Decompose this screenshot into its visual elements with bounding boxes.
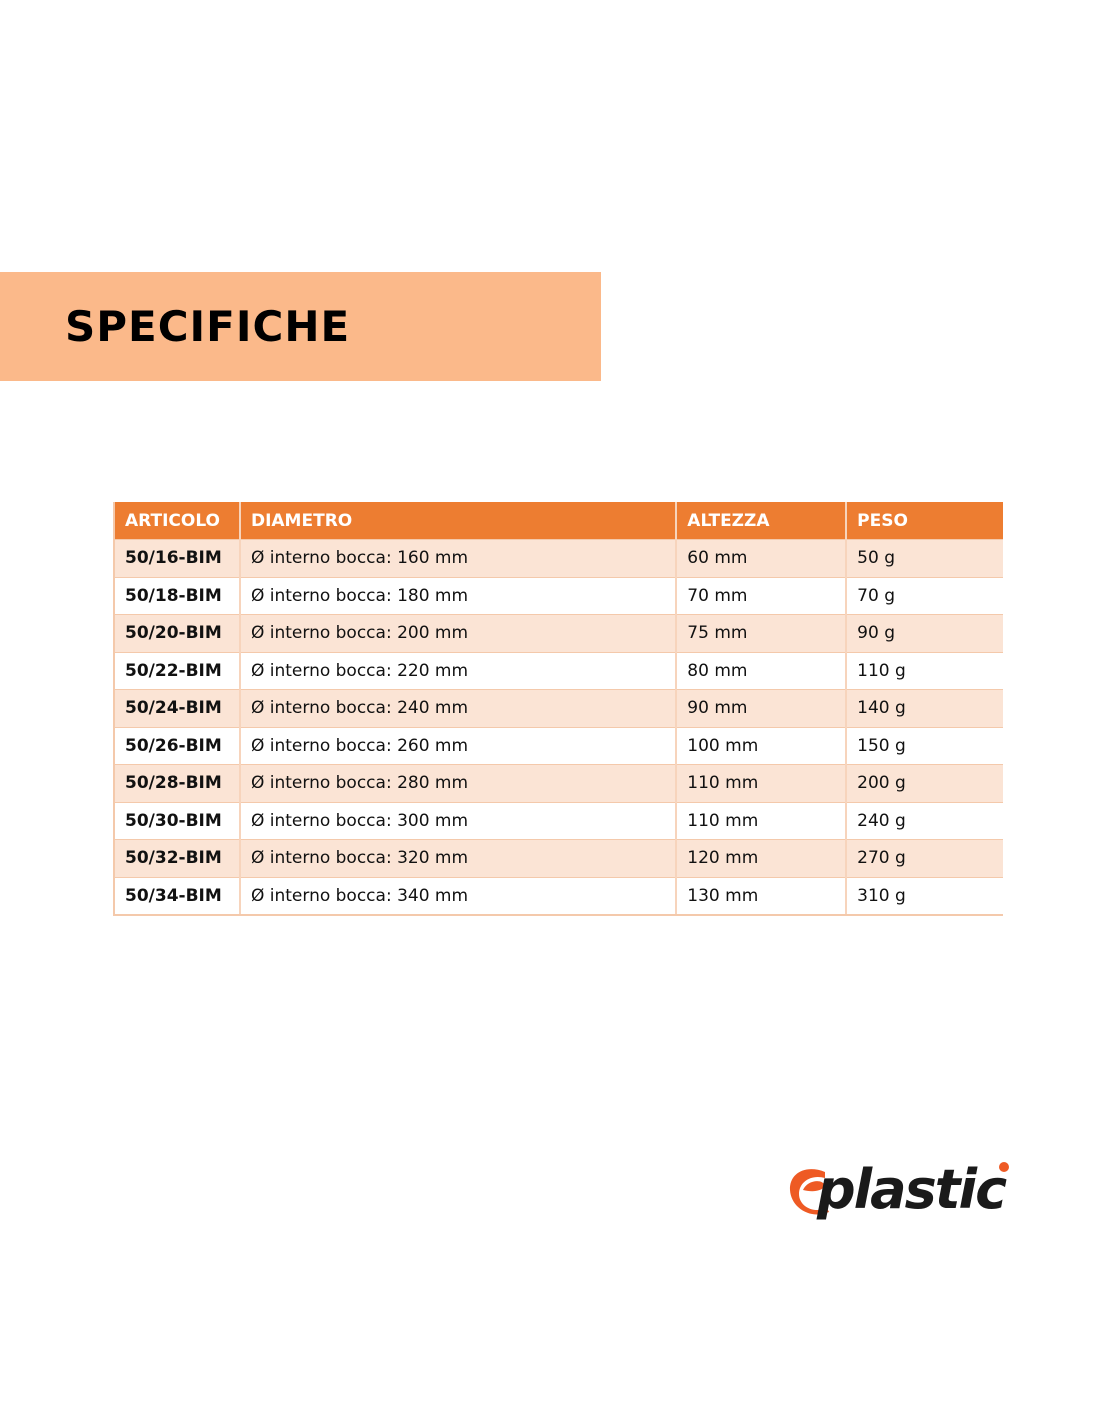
cell-altezza: 100 mm: [675, 726, 847, 765]
cell-altezza: 75 mm: [675, 614, 847, 652]
cell-diametro: Ø interno bocca: 220 mm: [238, 651, 677, 690]
cell-peso: 140 g: [845, 689, 1003, 727]
cell-articolo: 50/16-BIM: [114, 539, 240, 577]
cell-diametro: Ø interno bocca: 320 mm: [238, 839, 677, 877]
cell-altezza: 70 mm: [675, 576, 847, 615]
cell-peso: 110 g: [845, 651, 1003, 690]
cell-peso: 310 g: [845, 876, 1003, 916]
cell-diametro: Ø interno bocca: 180 mm: [238, 576, 677, 615]
cell-altezza: 130 mm: [675, 876, 847, 916]
cell-diametro: Ø interno bocca: 280 mm: [238, 764, 677, 802]
cell-articolo: 50/22-BIM: [114, 651, 240, 690]
cell-diametro: Ø interno bocca: 200 mm: [238, 614, 677, 652]
cell-articolo: 50/32-BIM: [114, 839, 240, 877]
header-altezza: ALTEZZA: [675, 502, 847, 540]
cell-peso: 50 g: [845, 539, 1003, 577]
table-header-row: ARTICOLO DIAMETRO ALTEZZA PESO: [114, 502, 1003, 540]
cell-peso: 240 g: [845, 801, 1003, 840]
cell-articolo: 50/26-BIM: [114, 726, 240, 765]
table-row: 50/22-BIM Ø interno bocca: 220 mm 80 mm 110…: [114, 651, 1003, 690]
cell-diametro: Ø interno bocca: 340 mm: [238, 876, 677, 916]
cell-articolo: 50/28-BIM: [114, 764, 240, 802]
cell-altezza: 120 mm: [675, 839, 847, 877]
cell-peso: 90 g: [845, 614, 1003, 652]
table-row: 50/26-BIM Ø interno bocca: 260 mm 100 mm 15…: [114, 726, 1003, 765]
logo-e-icon: [789, 1169, 829, 1215]
cell-altezza: 110 mm: [675, 801, 847, 840]
logo-dot: [999, 1162, 1009, 1172]
cell-altezza: 60 mm: [675, 539, 847, 577]
table-row: 50/28-BIM Ø interno bocca: 280 mm 110 mm 20…: [114, 764, 1003, 802]
cell-articolo: 50/34-BIM: [114, 876, 240, 916]
table-row: 50/18-BIM Ø interno bocca: 180 mm 70 mm 70 …: [114, 576, 1003, 615]
cell-diametro: Ø interno bocca: 300 mm: [238, 801, 677, 840]
table-row: 50/30-BIM Ø interno bocca: 300 mm 110 mm 24…: [114, 801, 1003, 840]
cell-peso: 270 g: [845, 839, 1003, 877]
header-diametro: DIAMETRO: [238, 502, 677, 540]
cell-articolo: 50/24-BIM: [114, 689, 240, 727]
table-row: 50/16-BIM Ø interno bocca: 160 mm 60 mm 50 …: [114, 539, 1003, 577]
table-row: 50/24-BIM Ø interno bocca: 240 mm 90 mm 140…: [114, 689, 1003, 727]
table-row: 50/20-BIM Ø interno bocca: 200 mm 75 mm 90 …: [114, 614, 1003, 652]
cell-articolo: 50/30-BIM: [114, 801, 240, 840]
header-articolo: ARTICOLO: [114, 502, 240, 540]
svg-text:plastic: plastic: [816, 1158, 1007, 1221]
cell-altezza: 80 mm: [675, 651, 847, 690]
header-peso: PESO: [845, 502, 1003, 540]
cell-articolo: 50/20-BIM: [114, 614, 240, 652]
cell-altezza: 90 mm: [675, 689, 847, 727]
cell-altezza: 110 mm: [675, 764, 847, 802]
section-title: SPECIFICHE: [65, 302, 351, 351]
cell-articolo: 50/18-BIM: [114, 576, 240, 615]
cell-peso: 200 g: [845, 764, 1003, 802]
table-row: 50/34-BIM Ø interno bocca: 340 mm 130 mm 31…: [114, 876, 1003, 916]
cell-diametro: Ø interno bocca: 160 mm: [238, 539, 677, 577]
cell-peso: 150 g: [845, 726, 1003, 765]
cell-peso: 70 g: [845, 576, 1003, 615]
cell-diametro: Ø interno bocca: 260 mm: [238, 726, 677, 765]
specs-table: ARTICOLO DIAMETRO ALTEZZA PESO 50/16-BIM…: [113, 502, 1003, 916]
section-banner: SPECIFICHE: [0, 272, 601, 381]
table-row: 50/32-BIM Ø interno bocca: 320 mm 120 mm 27…: [114, 839, 1003, 877]
cell-diametro: Ø interno bocca: 240 mm: [238, 689, 677, 727]
eplastic-logo: plastic: [789, 1158, 1009, 1221]
